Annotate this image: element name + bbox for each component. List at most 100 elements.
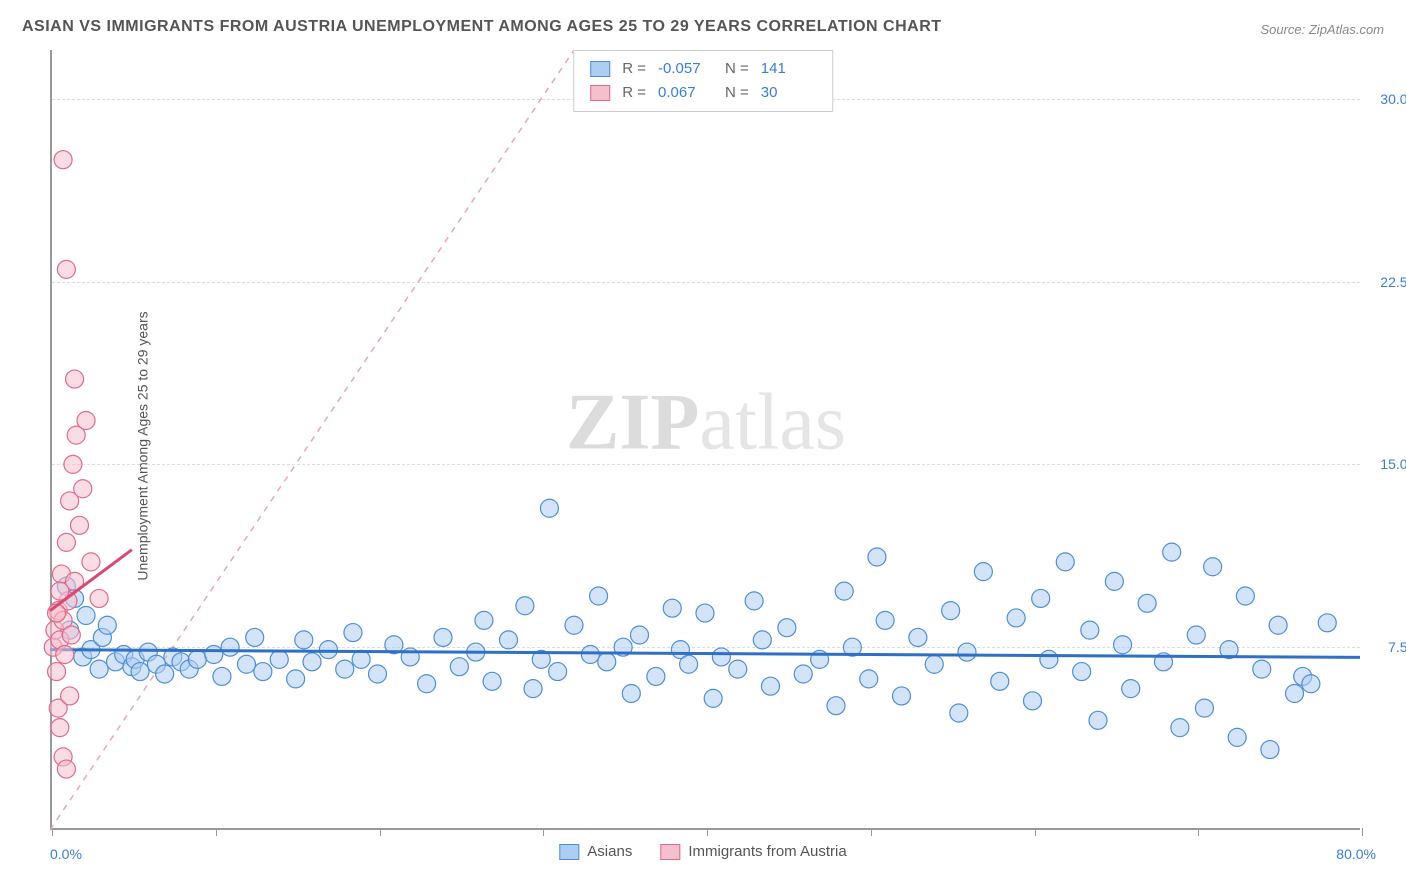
data-point <box>246 628 264 646</box>
data-point <box>500 631 518 649</box>
r-value: -0.057 <box>658 57 713 81</box>
legend: Asians Immigrants from Austria <box>559 843 846 860</box>
data-point <box>1318 614 1336 632</box>
data-point <box>295 631 313 649</box>
r-label: R = <box>622 81 646 105</box>
legend-label: Immigrants from Austria <box>688 843 846 860</box>
data-point <box>1032 589 1050 607</box>
data-point <box>450 658 468 676</box>
data-point <box>712 648 730 666</box>
data-point <box>598 653 616 671</box>
n-label: N = <box>725 81 749 105</box>
correlation-stats-box: R = -0.057 N = 141 R = 0.067 N = 30 <box>573 50 833 112</box>
data-point <box>631 626 649 644</box>
data-point <box>1261 741 1279 759</box>
data-point <box>77 607 95 625</box>
data-point <box>1204 558 1222 576</box>
n-value: 30 <box>761 81 816 105</box>
data-point <box>1228 728 1246 746</box>
y-tick-label: 7.5% <box>1365 639 1406 655</box>
data-point <box>70 516 88 534</box>
data-point <box>581 646 599 664</box>
data-point <box>1105 572 1123 590</box>
r-value: 0.067 <box>658 81 713 105</box>
data-point <box>270 650 288 668</box>
data-point <box>418 675 436 693</box>
x-axis-origin-label: 0.0% <box>50 846 82 862</box>
data-point <box>1138 594 1156 612</box>
data-point <box>221 638 239 656</box>
data-point <box>622 685 640 703</box>
data-point <box>1195 699 1213 717</box>
data-point <box>319 641 337 659</box>
data-point <box>254 663 272 681</box>
y-tick-label: 30.0% <box>1365 91 1406 107</box>
stats-row: R = -0.057 N = 141 <box>590 57 816 81</box>
data-point <box>51 719 69 737</box>
data-point <box>1024 692 1042 710</box>
data-point <box>1302 675 1320 693</box>
data-point <box>1269 616 1287 634</box>
n-label: N = <box>725 57 749 81</box>
data-point <box>57 533 75 551</box>
data-point <box>680 655 698 673</box>
data-point <box>1236 587 1254 605</box>
data-point <box>1163 543 1181 561</box>
legend-label: Asians <box>587 843 632 860</box>
x-axis-max-label: 80.0% <box>1336 846 1376 862</box>
data-point <box>77 412 95 430</box>
data-point <box>663 599 681 617</box>
data-point <box>524 680 542 698</box>
data-point <box>745 592 763 610</box>
data-point <box>205 646 223 664</box>
data-point <box>540 499 558 517</box>
legend-item: Immigrants from Austria <box>660 843 846 860</box>
data-point <box>131 663 149 681</box>
scatter-plot <box>50 50 1360 830</box>
chart-title: ASIAN VS IMMIGRANTS FROM AUSTRIA UNEMPLO… <box>22 18 942 36</box>
data-point <box>54 151 72 169</box>
data-point <box>238 655 256 673</box>
data-point <box>1187 626 1205 644</box>
data-point <box>860 670 878 688</box>
data-point <box>549 663 567 681</box>
data-point <box>434 628 452 646</box>
series-swatch <box>590 61 610 77</box>
data-point <box>835 582 853 600</box>
data-point <box>1007 609 1025 627</box>
series-swatch <box>590 85 610 101</box>
legend-item: Asians <box>559 843 632 860</box>
data-point <box>62 626 80 644</box>
y-tick-label: 22.5% <box>1365 274 1406 290</box>
data-point <box>287 670 305 688</box>
data-point <box>762 677 780 695</box>
data-point <box>1286 685 1304 703</box>
data-point <box>213 667 231 685</box>
data-point <box>647 667 665 685</box>
data-point <box>590 587 608 605</box>
data-point <box>1089 711 1107 729</box>
data-point <box>90 660 108 678</box>
data-point <box>1253 660 1271 678</box>
data-point <box>925 655 943 673</box>
n-value: 141 <box>761 57 816 81</box>
data-point <box>57 760 75 778</box>
source-attribution: Source: ZipAtlas.com <box>1260 22 1384 37</box>
legend-swatch <box>660 844 680 860</box>
data-point <box>1073 663 1091 681</box>
x-tick <box>1362 828 1363 836</box>
data-point <box>958 643 976 661</box>
data-point <box>696 604 714 622</box>
data-point <box>893 687 911 705</box>
data-point <box>516 597 534 615</box>
data-point <box>369 665 387 683</box>
data-point <box>303 653 321 671</box>
data-point <box>950 704 968 722</box>
data-point <box>48 663 66 681</box>
data-point <box>475 611 493 629</box>
data-point <box>82 553 100 571</box>
data-point <box>1122 680 1140 698</box>
data-point <box>483 672 501 690</box>
r-label: R = <box>622 57 646 81</box>
data-point <box>90 589 108 607</box>
